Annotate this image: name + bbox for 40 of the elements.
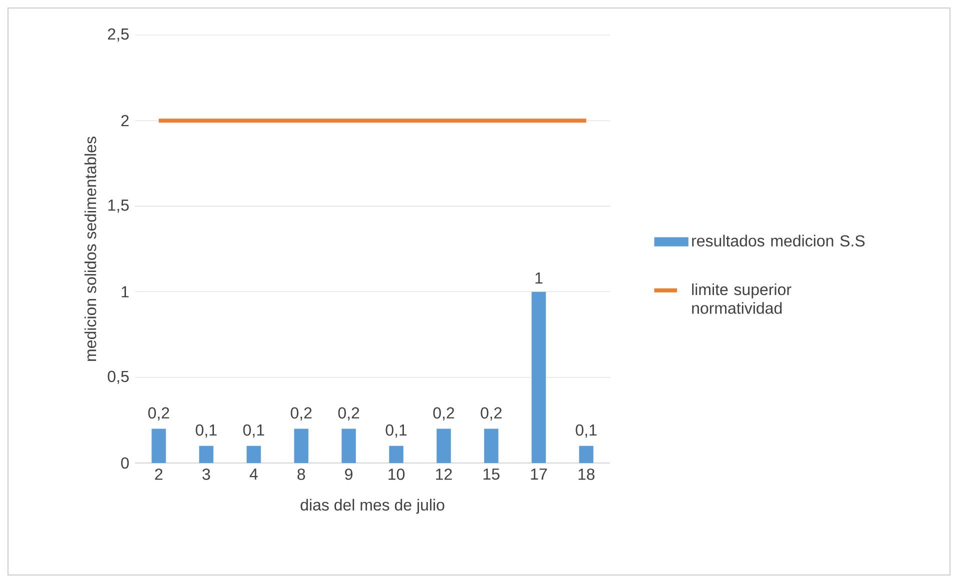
y-tick-label: 1,5 [108,200,129,213]
x-tick-label: 15 [484,468,500,480]
x-tick-label: 4 [250,468,258,480]
x-tick-label: 9 [345,468,352,480]
data-label: 0,2 [433,407,454,420]
bar [484,428,498,463]
data-label: 0,2 [338,407,360,420]
data-label: 0,1 [576,424,597,438]
bar [246,446,261,463]
y-tick-label: 0 [121,457,129,469]
data-label: 0,2 [290,407,312,420]
x-tick-label: 2 [155,468,162,480]
bar [389,446,404,463]
x-tick-label: 17 [531,468,547,480]
y-axis-title: medicion solidos sedimentables [84,136,96,361]
data-label: 0,2 [480,407,502,420]
data-label: 0,1 [386,424,407,438]
x-axis-title: dias del mes de julio [300,498,444,514]
bar [199,446,214,463]
data-label: 0,2 [148,407,170,420]
y-tick-label: 2 [121,115,129,126]
x-tick-label: 8 [297,468,305,480]
bar [436,428,451,463]
bar [532,292,546,463]
bar [152,428,166,463]
data-label: 0,1 [243,424,264,438]
bar [579,446,594,463]
bar [294,428,308,463]
x-tick-label: 12 [436,468,452,480]
y-tick-label: 2,5 [108,28,129,42]
data-label: 1 [536,272,542,284]
bar [342,428,356,463]
legend-label: limite superior normatividad [692,283,792,314]
y-tick-label: 1 [122,286,129,298]
x-tick-label: 3 [202,468,210,480]
y-tick-label: 0,5 [108,370,129,384]
x-tick-label: 18 [578,468,594,480]
legend-label: resultados medicion S.S [692,234,865,247]
data-label: 0,1 [196,424,217,438]
x-tick-label: 10 [388,468,405,480]
